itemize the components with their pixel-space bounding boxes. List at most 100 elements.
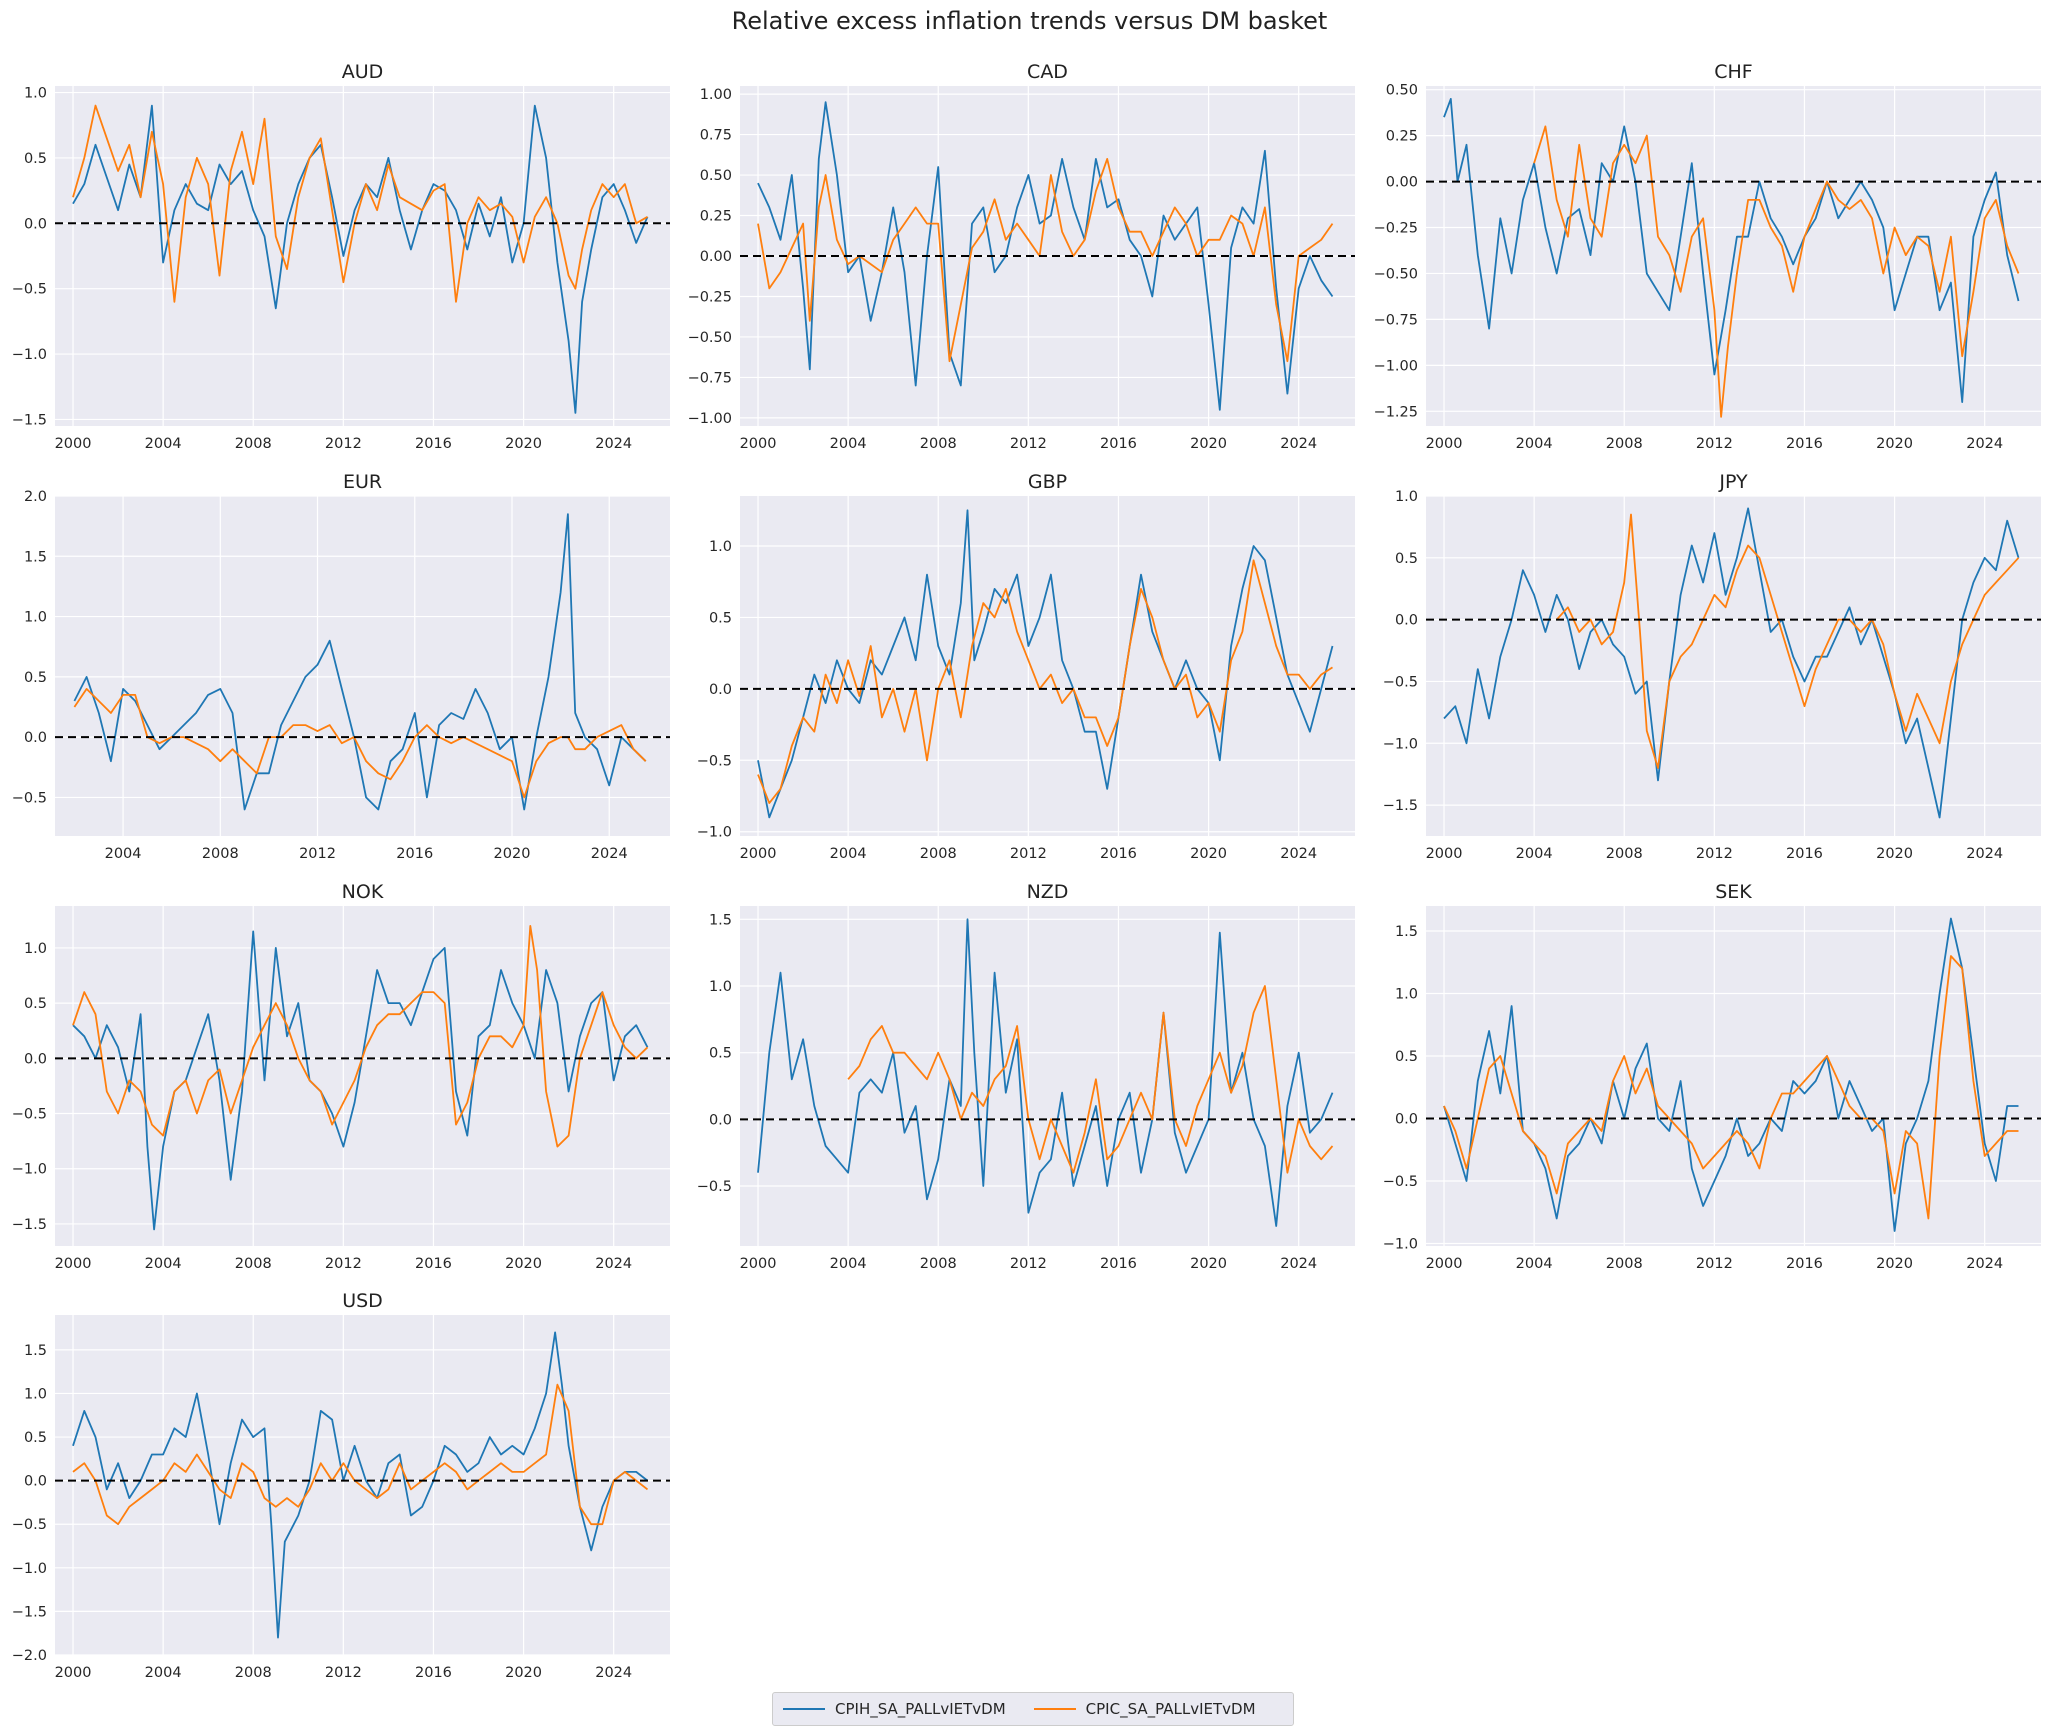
series-line-aud-2	[72, 104, 648, 303]
y-tick-label: 2.0	[24, 489, 47, 505]
x-tick-label: 2024	[1966, 436, 2003, 452]
plot-area-jpy	[1426, 496, 2041, 836]
y-tick-label: −0.25	[688, 289, 732, 305]
x-tick-label: 2000	[740, 1256, 777, 1272]
y-tick-label: 1.0	[709, 979, 732, 995]
y-tick-label: 0.5	[24, 670, 47, 686]
x-tick-label: 2012	[1696, 1256, 1733, 1272]
x-tick-label: 2012	[1010, 846, 1047, 862]
series-line-jpy-1	[1443, 507, 2020, 819]
y-tick-label: −0.5	[1383, 1174, 1418, 1190]
y-tick-label: −0.5	[697, 753, 732, 769]
y-tick-label: 0.5	[1395, 551, 1418, 567]
y-tick-label: −0.75	[688, 370, 732, 386]
x-tick-label: 2016	[415, 436, 452, 452]
y-tick-label: −0.5	[12, 282, 47, 298]
series-line-usd-1	[72, 1331, 649, 1639]
x-tick-label: 2012	[1010, 1256, 1047, 1272]
panel-title: NZD	[1027, 881, 1069, 903]
y-tick-label: −1.5	[12, 1217, 47, 1233]
y-tick-label: 1.0	[24, 610, 47, 626]
x-tick-label: 2024	[1280, 1256, 1317, 1272]
y-tick-label: 0.5	[709, 1046, 732, 1062]
x-tick-label: 2000	[740, 436, 777, 452]
series-line-jpy-2	[1556, 513, 2020, 769]
panel-nzd: 2000 2004 2008 2012 2016 2020 2024 −0.5 0.0 0.5 1.…	[697, 881, 1355, 1272]
y-tick-label: −1.00	[688, 411, 732, 427]
x-tick-label: 2008	[235, 1665, 272, 1681]
legend-swatch-series-2	[1033, 1708, 1076, 1710]
x-tick-label: 2012	[1696, 436, 1733, 452]
figure-title: Relative excess inflation trends versus …	[732, 7, 1328, 35]
x-tick-label: 2020	[1876, 1256, 1913, 1272]
y-tick-label: 1.5	[709, 912, 732, 928]
x-tick-label: 2008	[1606, 846, 1643, 862]
y-tick-label: −1.0	[12, 1162, 47, 1178]
y-tick-label: 0.0	[24, 216, 47, 232]
x-tick-label: 2004	[1516, 1256, 1553, 1272]
x-tick-label: 2024	[591, 846, 628, 862]
y-tick-label: −0.5	[12, 1517, 47, 1533]
x-tick-label: 2008	[920, 1256, 957, 1272]
y-tick-label: 0.25	[1386, 129, 1418, 145]
x-tick-label: 2012	[325, 436, 362, 452]
x-tick-label: 2020	[1876, 436, 1913, 452]
x-tick-label: 2016	[415, 1256, 452, 1272]
x-tick-label: 2012	[325, 1665, 362, 1681]
y-tick-label: −1.0	[12, 1561, 47, 1577]
x-tick-label: 2024	[595, 1256, 632, 1272]
x-tick-label: 2000	[1426, 436, 1463, 452]
y-tick-label: 1.0	[24, 1386, 47, 1402]
panel-title: JPY	[1718, 471, 1748, 493]
series-line-eur-2	[73, 688, 647, 799]
x-tick-label: 2016	[1100, 436, 1137, 452]
series-line-nzd-1	[757, 918, 1334, 1227]
series-line-usd-2	[72, 1383, 649, 1526]
legend-item-series-2: CPIC_SA_PALLvIETvDM	[1033, 1700, 1256, 1718]
y-tick-label: 0.25	[700, 209, 732, 225]
panel-title: CAD	[1027, 61, 1068, 83]
y-tick-label: 0.00	[1386, 175, 1418, 191]
panel-gbp: 2000 2004 2008 2012 2016 2020 2024 −1.0 −0.5 0.0 0…	[697, 471, 1355, 862]
x-tick-label: 2000	[1426, 846, 1463, 862]
x-tick-label: 2004	[830, 436, 867, 452]
y-tick-label: 1.0	[1395, 489, 1418, 505]
legend-item-series-1: CPIH_SA_PALLvIETvDM	[783, 1700, 1006, 1718]
x-tick-label: 2020	[494, 846, 531, 862]
x-tick-label: 2012	[1696, 846, 1733, 862]
x-tick-label: 2016	[415, 1665, 452, 1681]
x-tick-label: 2008	[1606, 1256, 1643, 1272]
x-tick-label: 2016	[1100, 846, 1137, 862]
x-tick-label: 2008	[235, 1256, 272, 1272]
x-tick-label: 2020	[505, 436, 542, 452]
y-tick-label: 1.0	[709, 539, 732, 555]
y-tick-label: −1.0	[697, 825, 732, 841]
x-tick-label: 2000	[55, 1256, 92, 1272]
y-tick-label: −1.5	[1383, 798, 1418, 814]
x-tick-label: 2016	[1786, 846, 1823, 862]
plot-area-aud	[55, 86, 670, 426]
x-tick-label: 2008	[202, 846, 239, 862]
panel-title: GBP	[1028, 471, 1067, 493]
y-tick-label: 0.5	[24, 996, 47, 1012]
x-tick-label: 2016	[1100, 1256, 1137, 1272]
legend-swatch-series-1	[783, 1708, 825, 1710]
x-tick-label: 2024	[1280, 846, 1317, 862]
x-tick-label: 2020	[505, 1256, 542, 1272]
y-tick-label: 0.0	[709, 682, 732, 698]
panel-title: NOK	[342, 881, 384, 903]
y-tick-label: −0.25	[1374, 221, 1418, 237]
x-tick-label: 2004	[830, 846, 867, 862]
panel-aud: 2000 2004 2008 2012 2016 2020 2024 −1.5 −1.0 −0.5…	[12, 61, 670, 452]
x-tick-label: 2004	[145, 1665, 182, 1681]
panel-title: AUD	[342, 61, 384, 83]
y-tick-label: 0.0	[24, 730, 47, 746]
legend: CPIH_SA_PALLvIETvDM CPIC_SA_PALLvIETvDM	[772, 1692, 1294, 1726]
panel-eur: 2004 2008 2012 2016 2020 2024 −0.5 0.0 0.5 1.0 1.5…	[12, 471, 670, 862]
panel-title: CHF	[1714, 61, 1752, 83]
y-tick-label: −0.50	[688, 330, 732, 346]
x-tick-label: 2000	[740, 846, 777, 862]
series-line-gbp-2	[757, 559, 1333, 804]
x-tick-label: 2004	[145, 1256, 182, 1272]
